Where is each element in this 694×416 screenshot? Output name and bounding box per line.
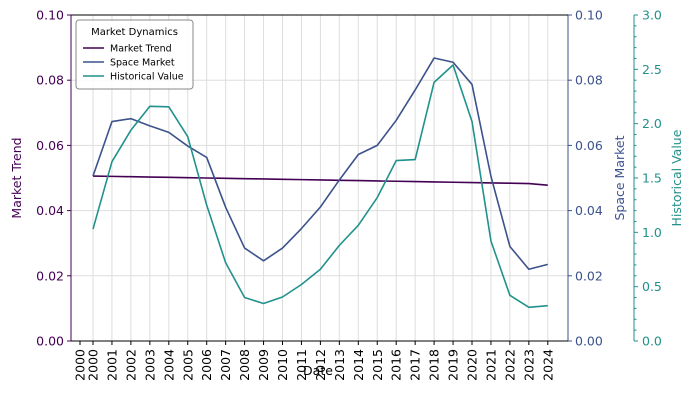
x-tick-label: 2002: [123, 349, 138, 381]
legend-entry: Space Market: [110, 58, 175, 69]
right1-tick-label: 0.00: [575, 334, 603, 349]
x-tick-label: 2008: [237, 349, 252, 381]
left-tick-label: 0.04: [36, 203, 64, 218]
x-tick-label: 2012: [313, 349, 328, 381]
right1-tick-label: 0.04: [575, 203, 603, 218]
x-tick-label: 2004: [161, 349, 176, 381]
x-tick-label: 2013: [332, 349, 347, 381]
x-tick-label: 2009: [256, 349, 271, 381]
legend-entry: Historical Value: [110, 72, 184, 83]
x-tick-label: 2015: [370, 349, 385, 381]
x-tick-label: 2001: [104, 349, 119, 381]
legend-entry: Market Trend: [110, 44, 172, 55]
right1-tick-label: 0.02: [575, 268, 603, 283]
x-tick-label: 2017: [408, 349, 423, 381]
series-line-market-trend: [92, 175, 548, 186]
x-tick-label: 2003: [142, 349, 157, 381]
right2-axis-title: Historical Value: [669, 129, 684, 226]
series-line-space-market: [92, 57, 548, 271]
x-axis-title: Date: [303, 363, 333, 378]
x-tick-label: 2021: [483, 349, 498, 381]
right2-tick-label: 2.5: [642, 62, 662, 77]
x-tick-label: 2007: [218, 349, 233, 381]
right2-tick-label: 0.0: [642, 334, 662, 349]
right1-axis-title: Space Market: [612, 135, 627, 220]
x-tick-label: 2018: [427, 349, 442, 381]
x-tick-label: 2023: [521, 349, 536, 381]
x-tick-label: 2005: [180, 349, 195, 381]
x-tick-label: 2016: [389, 349, 404, 381]
legend: Market Dynamics Market Trend Space Market H…: [75, 19, 194, 90]
x-tick-label: 2019: [446, 349, 461, 381]
left-tick-label: 0.06: [36, 138, 64, 153]
right2-tick-label: 3.0: [642, 8, 662, 23]
series-layer: [92, 57, 548, 309]
right2-tick-label: 1.5: [642, 171, 662, 186]
series-line-historical-value: [92, 64, 548, 309]
right2-tick-label: 1.0: [642, 225, 662, 240]
legend-title: Market Dynamics: [91, 27, 178, 38]
legend-box: [75, 19, 194, 90]
x-tick-label: 2000: [86, 349, 101, 381]
x-tick-label: 2011: [294, 349, 309, 381]
x-tick-label: 2014: [351, 349, 366, 381]
left-tick-label: 0.02: [36, 268, 64, 283]
right1-tick-label: 0.06: [575, 138, 603, 153]
x-tick-label: 2020: [465, 349, 480, 381]
right1-tick-label: 0.08: [575, 73, 603, 88]
x-tick-label: 2000: [73, 349, 88, 381]
left-tick-label: 0.10: [36, 8, 64, 23]
left-axis-title: Market Trend: [9, 137, 24, 218]
right2-tick-label: 2.0: [642, 116, 662, 131]
x-tick-label: 2010: [275, 349, 290, 381]
x-tick-label: 2022: [502, 349, 517, 381]
right1-tick-label: 0.10: [575, 8, 603, 23]
right2-tick-label: 0.5: [642, 279, 662, 294]
x-tick-label: 2024: [540, 349, 555, 381]
x-tick-label: 2006: [199, 349, 214, 381]
left-tick-label: 0.08: [36, 73, 64, 88]
left-tick-label: 0.00: [36, 334, 64, 349]
